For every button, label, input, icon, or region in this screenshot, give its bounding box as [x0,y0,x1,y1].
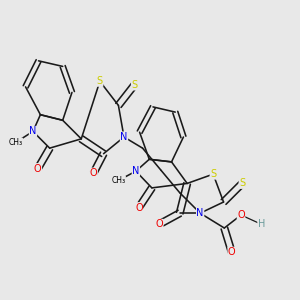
Text: CH₃: CH₃ [8,138,22,147]
Text: S: S [131,80,137,90]
Text: O: O [90,168,97,178]
Text: O: O [237,210,245,220]
Text: O: O [135,202,143,213]
Text: N: N [196,208,204,218]
Text: S: S [97,76,103,86]
Text: O: O [228,247,236,257]
Text: N: N [132,166,140,176]
Text: S: S [239,178,245,188]
Text: H: H [258,219,265,229]
Text: N: N [29,126,37,136]
Text: O: O [34,164,42,174]
Text: CH₃: CH₃ [111,176,125,185]
Text: S: S [210,169,216,179]
Text: N: N [120,132,128,142]
Text: O: O [155,219,163,229]
